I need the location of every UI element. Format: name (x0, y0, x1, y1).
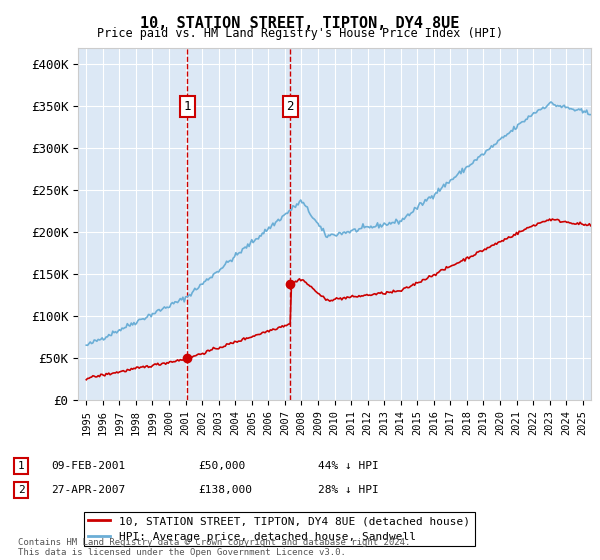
Text: 10, STATION STREET, TIPTON, DY4 8UE: 10, STATION STREET, TIPTON, DY4 8UE (140, 16, 460, 31)
Text: 09-FEB-2001: 09-FEB-2001 (51, 461, 125, 471)
Text: £50,000: £50,000 (198, 461, 245, 471)
Text: 28% ↓ HPI: 28% ↓ HPI (318, 485, 379, 495)
Text: 44% ↓ HPI: 44% ↓ HPI (318, 461, 379, 471)
Text: £138,000: £138,000 (198, 485, 252, 495)
Text: Contains HM Land Registry data © Crown copyright and database right 2024.
This d: Contains HM Land Registry data © Crown c… (18, 538, 410, 557)
Legend: 10, STATION STREET, TIPTON, DY4 8UE (detached house), HPI: Average price, detach: 10, STATION STREET, TIPTON, DY4 8UE (det… (83, 512, 475, 546)
Text: 27-APR-2007: 27-APR-2007 (51, 485, 125, 495)
Text: 1: 1 (184, 100, 191, 113)
Text: 2: 2 (286, 100, 294, 113)
Text: Price paid vs. HM Land Registry's House Price Index (HPI): Price paid vs. HM Land Registry's House … (97, 27, 503, 40)
Text: 1: 1 (17, 461, 25, 471)
Text: 2: 2 (17, 485, 25, 495)
